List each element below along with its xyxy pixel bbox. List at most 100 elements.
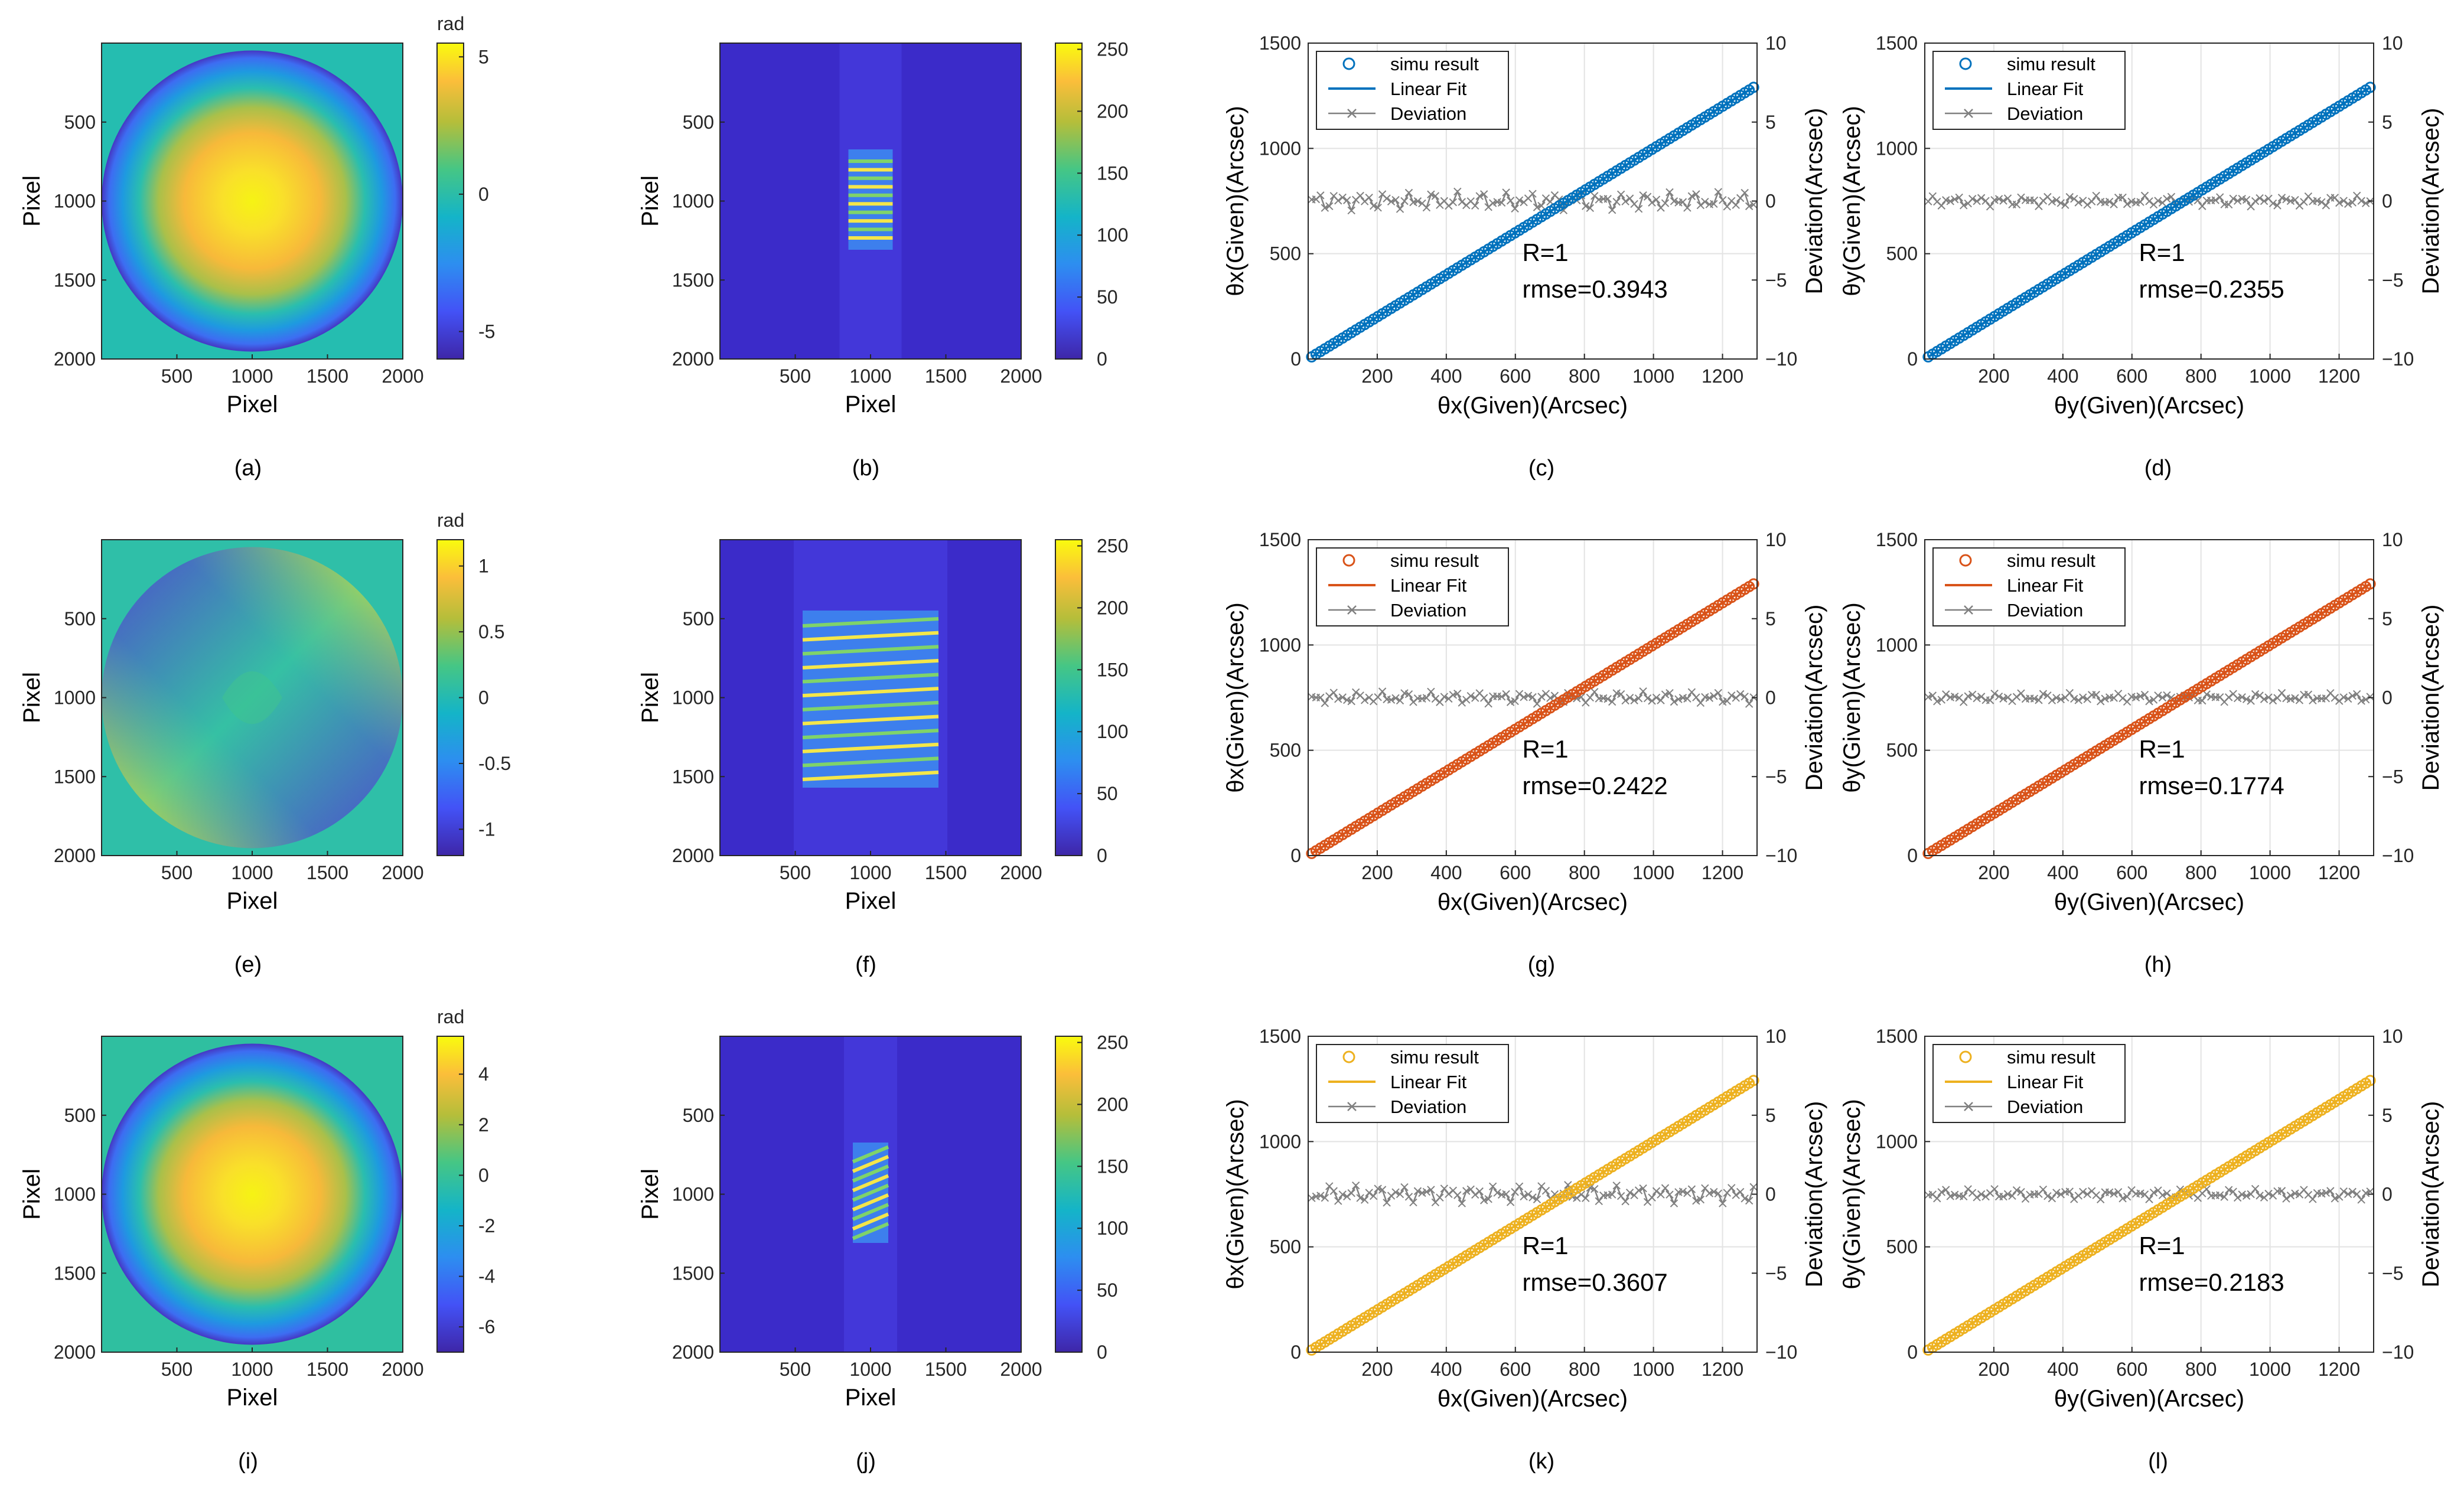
deviation-point bbox=[2339, 1187, 2348, 1196]
y-axis-label: θy(Given)(Arcsec) bbox=[1839, 106, 1865, 296]
deviation-point bbox=[1741, 188, 1749, 197]
deviation-point bbox=[1621, 197, 1629, 205]
deviation-point bbox=[1981, 1192, 1990, 1201]
deviation-point bbox=[2238, 1190, 2246, 1199]
deviation-point bbox=[2322, 1189, 2331, 1197]
deviation-point bbox=[1960, 698, 1968, 706]
panel-caption: (c) bbox=[1528, 456, 1554, 481]
deviation-point bbox=[2088, 197, 2096, 205]
deviation-point bbox=[1942, 1186, 1950, 1194]
deviation-point bbox=[1634, 694, 1643, 703]
panel-caption: (i) bbox=[238, 1449, 258, 1474]
x-tick-label: 1000 bbox=[1632, 365, 1674, 387]
deviation-point bbox=[1661, 199, 1670, 207]
deviation-point bbox=[1612, 198, 1621, 206]
y2-tick-label: 10 bbox=[1765, 32, 1787, 54]
deviation-point bbox=[1400, 197, 1409, 205]
x-axis-label: θy(Given)(Arcsec) bbox=[2054, 889, 2244, 915]
y-tick-label: 500 bbox=[64, 608, 96, 629]
x-tick-label: 1200 bbox=[2318, 862, 2360, 883]
x-tick-label: 500 bbox=[780, 365, 811, 387]
y-axis-label: Pixel bbox=[19, 1169, 45, 1220]
deviation-point bbox=[2052, 196, 2061, 204]
x-tick-label: 200 bbox=[1361, 862, 1393, 883]
deviation-point bbox=[1343, 696, 1351, 704]
r-value: R=1 bbox=[2139, 239, 2185, 266]
deviation-point bbox=[1928, 691, 1937, 700]
r-value: R=1 bbox=[1522, 735, 1568, 763]
colorbar-tick-label: 0 bbox=[478, 184, 489, 205]
deviation-point bbox=[2030, 694, 2039, 703]
deviation-point bbox=[2145, 697, 2153, 706]
y2-tick-label: −5 bbox=[1765, 766, 1787, 787]
deviation-point bbox=[1999, 197, 2007, 205]
x-tick-label: 1500 bbox=[307, 862, 348, 883]
deviation-point bbox=[2242, 695, 2251, 703]
x-tick-label: 1500 bbox=[925, 365, 967, 387]
colorbar bbox=[436, 1036, 464, 1353]
deviation-point bbox=[1994, 692, 2003, 701]
deviation-point bbox=[2154, 197, 2162, 205]
deviation-point bbox=[1537, 693, 1546, 701]
deviation-point bbox=[2105, 1188, 2114, 1197]
y-tick-label: 1000 bbox=[672, 687, 714, 709]
deviation-point bbox=[2048, 197, 2056, 206]
deviation-point bbox=[2158, 1191, 2167, 1199]
deviation-point bbox=[1528, 693, 1537, 701]
y2-axis-label: Deviation(Arcsec) bbox=[2418, 1101, 2444, 1288]
deviation-point bbox=[2070, 1195, 2078, 1203]
deviation-point bbox=[2286, 1192, 2295, 1200]
x-tick-label: 1500 bbox=[307, 1359, 348, 1380]
deviation-point bbox=[2017, 193, 2025, 201]
deviation-point bbox=[1621, 1197, 1629, 1206]
legend-label: Deviation bbox=[2007, 600, 2083, 621]
deviation-point bbox=[1360, 1196, 1369, 1204]
deviation-point bbox=[2224, 693, 2233, 701]
deviation-point bbox=[1321, 1193, 1329, 1202]
deviation-point bbox=[1990, 1185, 1999, 1193]
panel-h: 0 500 1000 1500 200 400 600 800 1000 1200 10 5 0 −5 −1… bbox=[1839, 529, 2444, 977]
deviation-point bbox=[2163, 1189, 2171, 1197]
panel-j: 500 1000 1500 2000500100015002000PixelPixel… bbox=[637, 1032, 1128, 1474]
colorbar-tick-label: -6 bbox=[478, 1316, 495, 1337]
y-axis-label: θx(Given)(Arcsec) bbox=[1223, 1099, 1249, 1289]
x-tick-label: 2000 bbox=[382, 1359, 423, 1380]
y2-tick-label: 0 bbox=[1765, 1184, 1776, 1205]
deviation-point bbox=[1440, 693, 1449, 701]
x-tick-label: 1000 bbox=[849, 1359, 891, 1380]
colorbar bbox=[1055, 539, 1083, 856]
colorbar-tick-label: 2 bbox=[478, 1114, 489, 1135]
colorbar-tick-label: 0 bbox=[478, 687, 489, 709]
deviation-point bbox=[2092, 191, 2100, 200]
deviation-point bbox=[1497, 198, 1506, 207]
deviation-point bbox=[2065, 1187, 2074, 1196]
deviation-point bbox=[1343, 1192, 1351, 1201]
x-axis-label: θx(Given)(Arcsec) bbox=[1438, 1386, 1628, 1412]
deviation-point bbox=[1471, 201, 1479, 210]
y-tick-label: 1000 bbox=[672, 191, 714, 212]
colorbar-tick-label: -1 bbox=[478, 818, 495, 840]
x-tick-label: 2000 bbox=[1000, 365, 1042, 387]
deviation-point bbox=[1749, 201, 1758, 209]
x-tick-label: 1000 bbox=[2249, 862, 2291, 883]
deviation-point bbox=[1977, 194, 1986, 202]
deviation-point bbox=[1674, 695, 1683, 703]
deviation-point bbox=[2140, 191, 2149, 200]
deviation-point bbox=[2229, 194, 2237, 203]
deviation-point bbox=[2070, 694, 2078, 703]
deviation-point bbox=[2216, 193, 2224, 201]
y-tick-label: 1500 bbox=[1259, 1026, 1301, 1047]
x-tick-label: 500 bbox=[161, 862, 193, 883]
deviation-point bbox=[1338, 193, 1347, 202]
deviation-point bbox=[1990, 689, 1999, 698]
deviation-point bbox=[1479, 1196, 1488, 1205]
deviation-point bbox=[2167, 192, 2176, 201]
deviation-point bbox=[2118, 1194, 2127, 1203]
y-tick-label: 1500 bbox=[54, 1262, 96, 1284]
x-tick-label: 1000 bbox=[2249, 1359, 2291, 1380]
x-tick-label: 1000 bbox=[231, 1359, 273, 1380]
x-axis-label: Pixel bbox=[845, 1385, 897, 1411]
y-tick-label: 1500 bbox=[1876, 32, 1918, 54]
deviation-point bbox=[1933, 697, 1941, 706]
x-tick-label: 600 bbox=[2116, 862, 2147, 883]
